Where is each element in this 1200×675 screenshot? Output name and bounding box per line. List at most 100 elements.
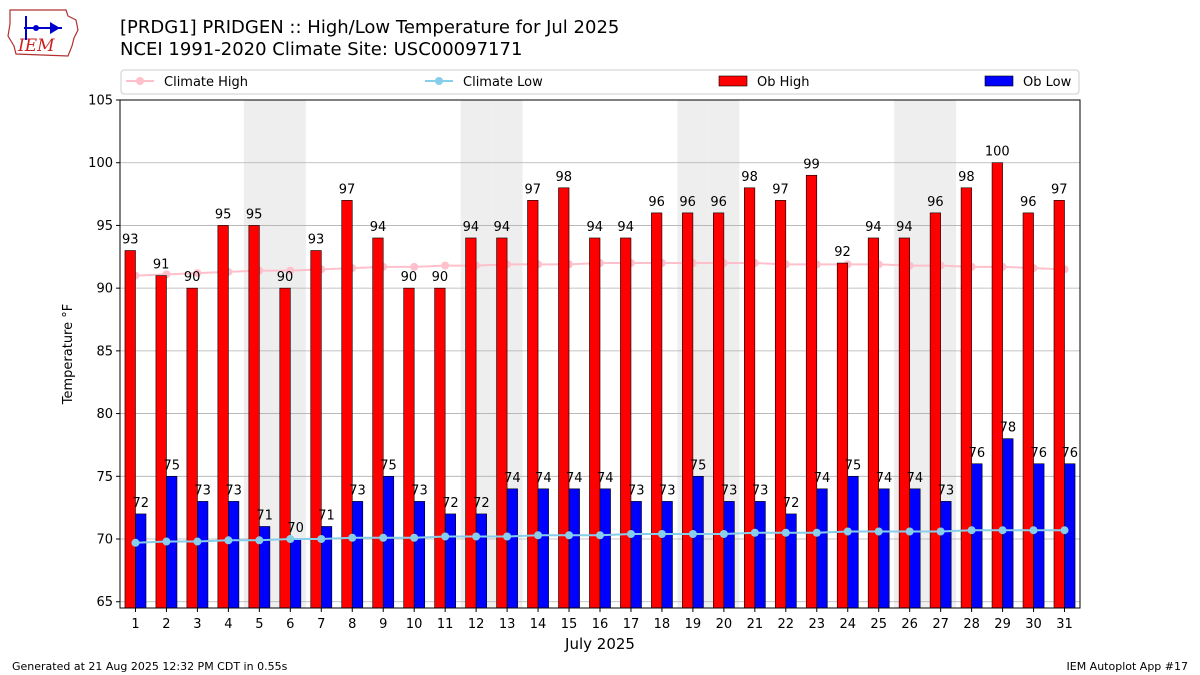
x-tick-label: 23	[809, 617, 826, 632]
climate-low-point	[905, 527, 914, 536]
ob-high-label: 90	[432, 270, 449, 285]
climate-high-point	[193, 269, 202, 278]
x-tick-label: 3	[193, 617, 201, 632]
ob-high-bar	[341, 200, 353, 609]
ob-high-label: 97	[772, 182, 789, 197]
ob-low-bar	[816, 488, 828, 609]
ob-high-bar	[496, 237, 508, 609]
x-tick-label: 17	[623, 617, 640, 632]
climate-low-point	[410, 533, 419, 542]
ob-high-label: 97	[525, 182, 542, 197]
climate-low-point	[286, 535, 295, 544]
ob-low-label: 73	[721, 483, 738, 498]
ob-low-bar	[1033, 463, 1045, 609]
climate-low-point	[812, 528, 821, 537]
ob-high-bar	[1053, 200, 1065, 609]
ob-high-bar	[744, 187, 756, 609]
x-tick-label: 5	[255, 617, 263, 632]
ob-high-label: 93	[122, 233, 139, 248]
ob-low-label: 73	[938, 483, 955, 498]
climate-low-point	[224, 536, 233, 545]
ob-low-bar	[599, 488, 611, 609]
ob-low-label: 72	[473, 496, 490, 511]
ob-low-label: 74	[814, 471, 831, 486]
ob-low-bar	[661, 501, 673, 609]
ob-low-label: 74	[566, 471, 583, 486]
ob-high-bar	[434, 287, 446, 609]
ob-low-label: 75	[690, 458, 707, 473]
ob-low-label: 73	[628, 483, 645, 498]
ob-low-bar	[537, 488, 549, 609]
x-tick-label: 26	[901, 617, 918, 632]
ob-high-label: 97	[1051, 182, 1068, 197]
climate-low-point	[472, 532, 481, 541]
ob-high-label: 100	[985, 145, 1010, 160]
ob-low-bar	[351, 501, 364, 609]
climate-low-point	[534, 531, 543, 540]
climate-high-point	[286, 266, 295, 275]
climate-low-point	[998, 526, 1007, 535]
ob-low-label: 75	[163, 458, 180, 473]
ob-high-bar	[372, 237, 384, 609]
chart-title: [PRDG1] PRIDGEN :: High/Low Temperature …	[120, 17, 620, 38]
x-tick-label: 31	[1056, 617, 1073, 632]
ob-high-label: 94	[370, 220, 387, 235]
climate-low-point	[441, 532, 450, 541]
y-tick-label: 70	[96, 533, 113, 548]
ob-high-label: 90	[277, 270, 294, 285]
legend-swatch-marker	[136, 77, 144, 85]
legend-swatch-bar	[984, 75, 1014, 87]
x-tick-label: 13	[499, 617, 516, 632]
y-tick-label: 80	[96, 407, 113, 422]
legend-label: Ob Low	[1023, 75, 1072, 90]
climate-high-point	[441, 261, 450, 270]
iem-logo: IEM	[6, 6, 82, 60]
ob-high-label: 95	[215, 207, 232, 222]
x-tick-label: 24	[839, 617, 856, 632]
ob-high-bar	[898, 237, 910, 609]
ob-low-bar	[228, 501, 240, 609]
ob-low-bar	[971, 463, 983, 609]
x-tick-label: 12	[468, 617, 485, 632]
ob-high-bar	[867, 237, 880, 609]
ob-high-label: 96	[679, 195, 696, 210]
ob-low-label: 74	[907, 471, 924, 486]
legend-label: Climate High	[164, 75, 248, 90]
x-tick-label: 21	[747, 617, 764, 632]
climate-low-point	[719, 529, 728, 538]
chart-subtitle: NCEI 1991-2020 Climate Site: USC00097171	[120, 39, 523, 60]
x-tick-label: 25	[870, 617, 887, 632]
x-tick-label: 10	[406, 617, 423, 632]
ob-low-bar	[692, 475, 704, 609]
x-tick-label: 4	[224, 617, 232, 632]
ob-high-bar	[713, 212, 725, 609]
ob-low-bar	[723, 501, 735, 609]
y-tick-label: 105	[88, 94, 113, 109]
x-tick-label: 11	[437, 617, 454, 632]
y-axis-label: Temperature °F	[61, 304, 76, 405]
ob-high-label: 90	[184, 270, 201, 285]
title-block: [PRDG1] PRIDGEN :: High/Low Temperature …	[120, 17, 619, 61]
y-tick-label: 65	[96, 595, 113, 610]
climate-low-point	[936, 527, 945, 536]
x-tick-label: 9	[379, 617, 387, 632]
ob-low-bar	[940, 501, 952, 609]
ob-low-label: 74	[535, 471, 552, 486]
ob-low-label: 70	[287, 521, 304, 536]
ob-high-label: 93	[308, 233, 325, 248]
climate-low-point	[317, 535, 326, 544]
ob-low-bar	[135, 513, 147, 609]
climate-low-point	[503, 532, 512, 541]
x-tick-label: 8	[348, 617, 356, 632]
ob-high-bar	[558, 187, 570, 609]
ob-high-label: 94	[617, 220, 634, 235]
ob-high-bar	[929, 212, 941, 609]
ob-high-bar	[991, 162, 1003, 609]
ob-high-bar	[403, 287, 415, 609]
ob-high-bar	[155, 275, 167, 609]
ob-low-label: 73	[411, 483, 428, 498]
ob-high-bar	[124, 250, 136, 609]
y-tick-label: 95	[96, 219, 113, 234]
ob-low-bar	[1064, 463, 1076, 609]
ob-low-bar	[444, 513, 456, 609]
